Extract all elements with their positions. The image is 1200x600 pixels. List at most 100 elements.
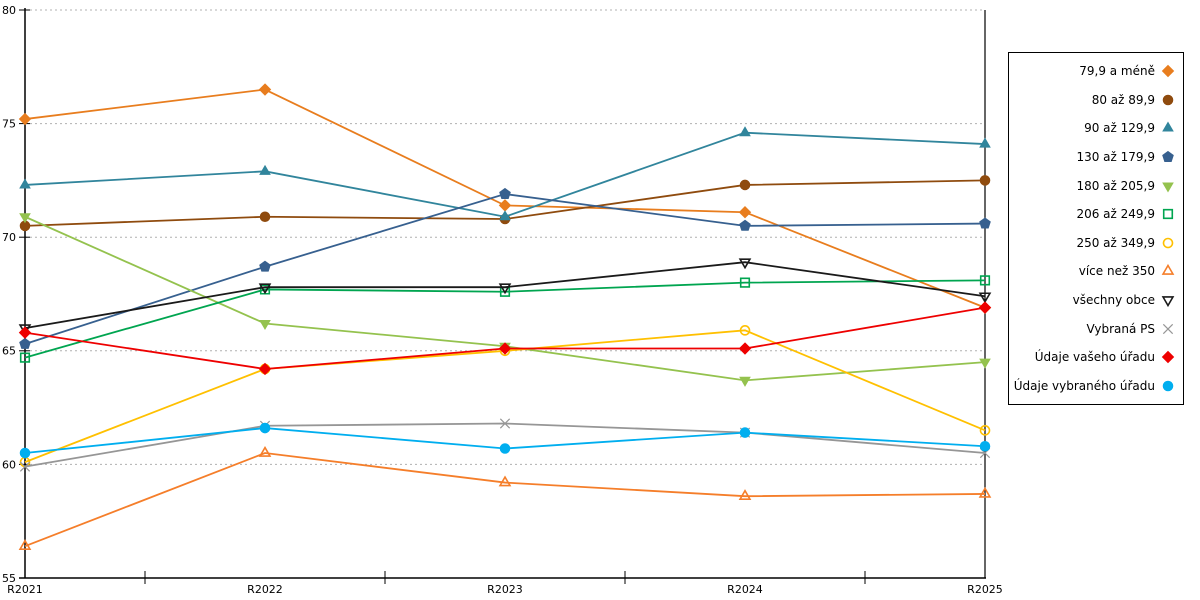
triangle-up-marker <box>738 489 752 501</box>
y-tick-label: 65 <box>2 345 16 358</box>
legend-item-label: Údaje vašeho úřadu <box>1034 350 1155 365</box>
legend: 79,9 a méně 80 až 89,9 90 až 129,9 130 až 1… <box>1008 52 1184 405</box>
x-tick-label: R2023 <box>487 583 523 596</box>
legend-item-label: Údaje vybraného úřadu <box>1013 378 1155 393</box>
pentagon-marker <box>259 260 271 272</box>
triangle-up-marker <box>978 486 992 498</box>
pentagon-marker <box>1162 150 1174 162</box>
square-marker <box>979 275 991 286</box>
legend-item-label: více než 350 <box>1078 264 1155 279</box>
legend-item-3: 130 až 179,9 <box>1009 149 1183 165</box>
legend-item-11: Údaje vybraného úřadu <box>1009 378 1183 394</box>
triangle-down-marker <box>1161 296 1175 308</box>
circle-marker <box>259 211 271 223</box>
triangle-down-marker <box>498 283 512 295</box>
triangle-up-marker <box>979 137 991 148</box>
square-marker <box>19 352 31 363</box>
triangle-up-marker-icon <box>1161 264 1175 276</box>
diamond-marker <box>18 326 32 339</box>
y-tick-label: 55 <box>2 572 16 585</box>
circle-marker <box>979 440 991 452</box>
legend-item-1: 80 až 89,9 <box>1009 92 1183 108</box>
legend-item-label: 250 až 349,9 <box>1076 235 1155 250</box>
triangle-down-marker <box>1162 181 1174 192</box>
diamond-marker <box>978 301 992 314</box>
pentagon-marker <box>739 219 751 231</box>
circle-marker <box>739 427 751 438</box>
legend-item-label: 130 až 179,9 <box>1076 149 1155 164</box>
series-line-8 <box>24 261 986 329</box>
diamond-marker <box>258 83 272 96</box>
diamond-marker <box>1161 64 1175 78</box>
diamond-marker <box>18 112 32 126</box>
diamond-marker <box>498 342 512 355</box>
legend-item-label: všechny obce <box>1072 293 1155 307</box>
diamond-marker <box>738 342 752 355</box>
triangle-down-marker <box>979 358 991 369</box>
circle-marker <box>1162 237 1174 249</box>
square-marker <box>1162 209 1174 220</box>
circle-marker-icon <box>1162 94 1174 105</box>
x-tick-label: R2024 <box>727 583 763 596</box>
legend-item-label: 79,9 a méně <box>1079 64 1155 78</box>
triangle-up-marker <box>259 164 271 175</box>
circle-marker <box>259 422 271 434</box>
legend-item-5: 206 až 249,9 <box>1009 206 1183 222</box>
pentagon-marker <box>979 217 991 229</box>
square-marker-icon <box>1162 209 1174 220</box>
circle-marker <box>739 179 751 191</box>
y-tick-label: 80 <box>2 4 16 17</box>
diamond-marker-icon <box>1161 351 1175 364</box>
circle-marker <box>1162 380 1174 392</box>
triangle-up-marker <box>499 210 511 221</box>
legend-item-label: 206 až 249,9 <box>1076 207 1155 222</box>
legend-item-10: Údaje vašeho úřadu <box>1009 349 1183 365</box>
legend-item-4: 180 až 205,9 <box>1009 178 1183 194</box>
legend-item-7: více než 350 <box>1009 263 1183 279</box>
triangle-down-marker <box>19 213 31 224</box>
circle-marker <box>19 447 31 459</box>
triangle-down-marker <box>258 283 272 295</box>
legend-item-0: 79,9 a méně <box>1009 63 1183 79</box>
triangle-down-marker <box>738 258 752 270</box>
legend-item-label: 80 až 89,9 <box>1091 92 1155 107</box>
legend-item-6: 250 až 349,9 <box>1009 235 1183 251</box>
circle-marker <box>739 325 751 336</box>
triangle-up-marker <box>1162 121 1174 132</box>
x-tick-label: R2021 <box>7 583 43 596</box>
x-marker-icon <box>1162 323 1174 334</box>
x-tick-label: R2025 <box>967 583 1003 596</box>
circle-marker <box>979 425 991 436</box>
triangle-up-marker <box>1161 264 1175 276</box>
y-tick-label: 70 <box>2 231 16 244</box>
circle-marker <box>499 443 511 454</box>
series-line-7 <box>24 452 986 548</box>
circle-marker-icon <box>1162 237 1174 249</box>
circle-marker <box>979 175 991 186</box>
triangle-up-marker <box>18 539 32 551</box>
y-tick-label: 60 <box>2 458 16 471</box>
triangle-down-marker <box>978 292 992 304</box>
triangle-down-marker <box>739 376 751 387</box>
pentagon-marker-icon <box>1162 150 1174 162</box>
circle-marker <box>1162 94 1174 105</box>
x-marker <box>19 461 31 472</box>
triangle-down-marker-icon <box>1161 296 1175 308</box>
legend-item-2: 90 až 129,9 <box>1009 120 1183 136</box>
pentagon-marker <box>19 337 31 349</box>
diamond-marker <box>258 362 272 376</box>
pentagon-marker <box>499 187 511 199</box>
x-marker <box>1162 323 1174 334</box>
triangle-up-marker <box>739 126 751 137</box>
diamond-marker-icon <box>1161 64 1175 78</box>
square-marker <box>259 284 271 295</box>
triangle-up-marker <box>498 475 512 487</box>
square-marker <box>739 277 751 288</box>
triangle-up-marker <box>19 178 31 189</box>
line-chart: 55 60 65 70 75 80 R2021 R2022 R2023 R2024 R2025 <box>2 4 1003 596</box>
legend-item-8: všechny obce <box>1009 292 1183 308</box>
legend-item-9: Vybraná PS <box>1009 321 1183 337</box>
circle-marker-icon <box>1162 380 1174 392</box>
legend-item-label: Vybraná PS <box>1086 321 1155 336</box>
legend-item-label: 90 až 129,9 <box>1084 121 1155 136</box>
